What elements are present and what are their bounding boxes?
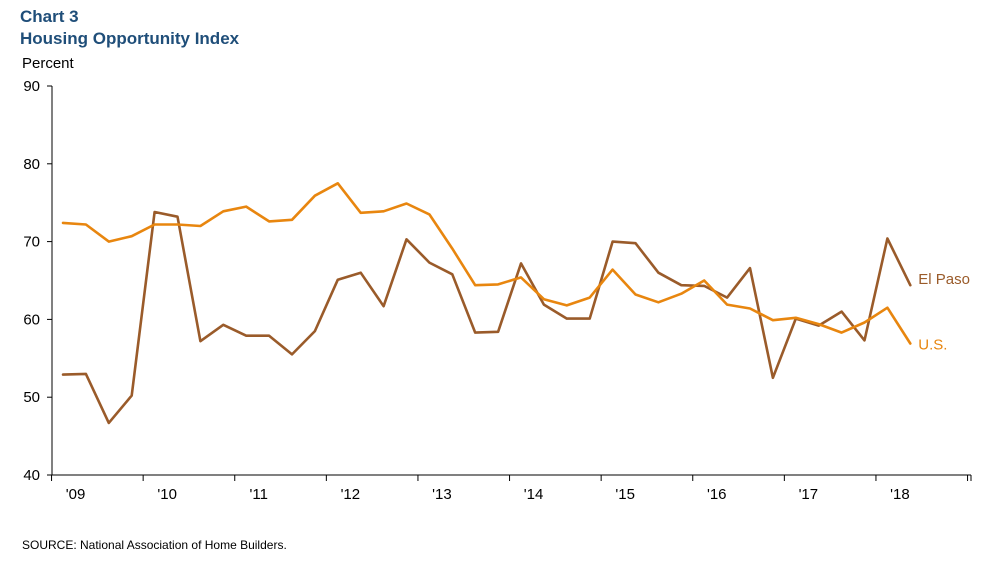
y-tick-label: 80 [23,156,40,173]
y-tick-label: 70 [23,234,40,251]
chart-axes: 40 50 60 70 80 90 '09 '10 '11 '12 '13 '14 '15 '16 '17 '… [23,78,972,503]
chart-series [61,182,912,425]
y-tick-label: 40 [23,467,40,484]
x-tick-label: '18 [890,486,910,503]
x-tick-label: '09 [66,486,86,503]
source-note: SOURCE: National Association of Home Bui… [22,538,287,552]
chart-number: Chart 3 [20,7,79,26]
y-tick-label: 60 [23,311,40,328]
x-tick-label: '17 [799,486,819,503]
el-paso-line [61,210,912,425]
x-tick-label: '14 [524,486,544,503]
y-axis-unit-label: Percent [22,55,74,72]
us-line [61,182,912,345]
x-tick-label: '11 [250,486,268,503]
x-tick-label: '13 [432,486,452,503]
chart-series-labels: El Paso U.S. [918,271,970,353]
y-tick-label: 50 [23,389,40,406]
x-tick-label: '10 [157,486,177,503]
x-tick-label: '16 [707,486,727,503]
series-label-us: U.S. [918,337,947,354]
x-tick-label: '12 [341,486,361,503]
title-block: Chart 3 Housing Opportunity Index [20,6,239,50]
x-tick-label: '15 [615,486,635,503]
chart-title: Housing Opportunity Index [20,29,240,48]
y-tick-label: 90 [23,78,40,95]
series-label-el-paso: El Paso [918,271,970,288]
